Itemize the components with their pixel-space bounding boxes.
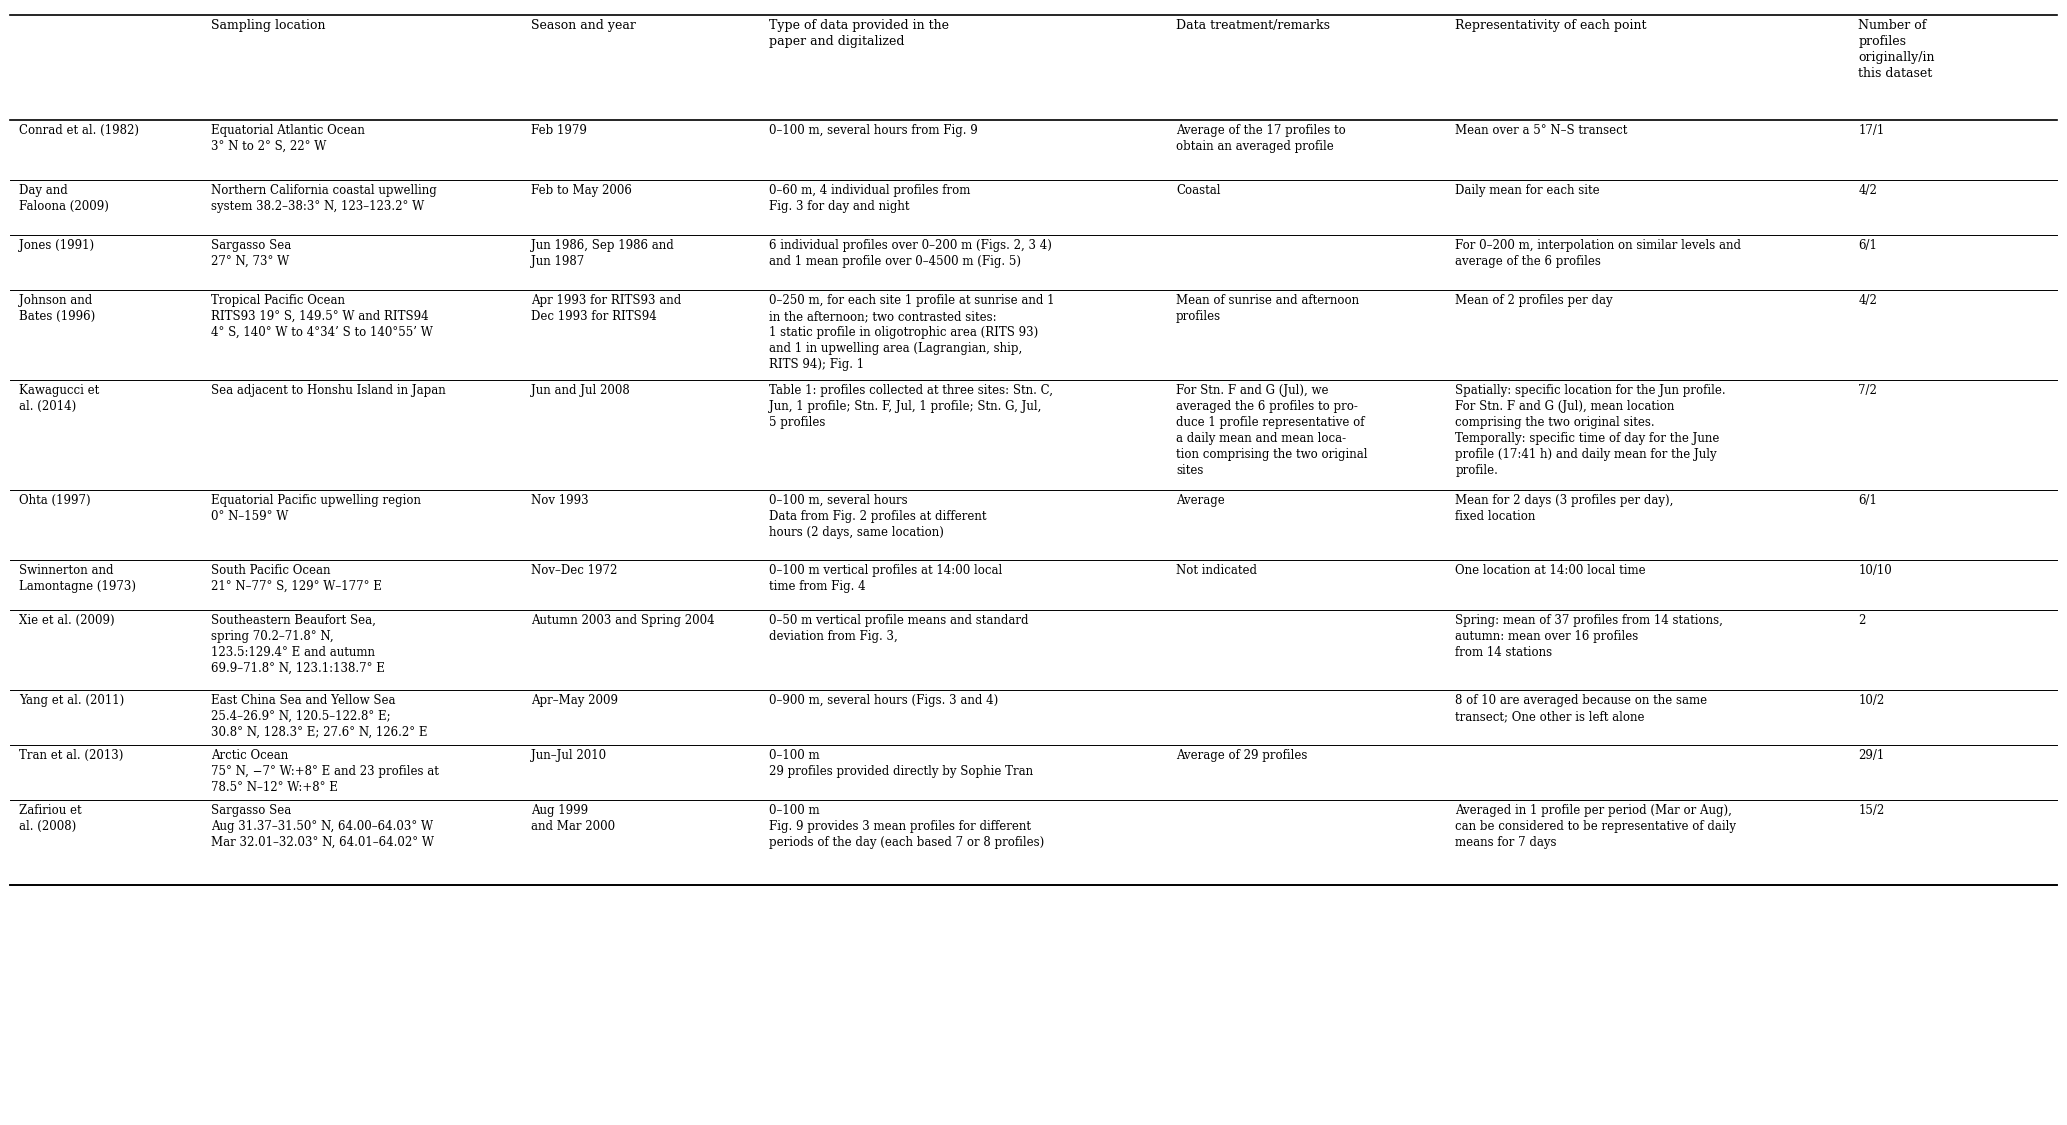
Text: 10/2: 10/2 bbox=[1858, 694, 1885, 706]
Text: Day and
Faloona (2009): Day and Faloona (2009) bbox=[19, 184, 107, 213]
Text: Yang et al. (2011): Yang et al. (2011) bbox=[19, 694, 124, 706]
Text: Number of
profiles
originally/in
this dataset: Number of profiles originally/in this da… bbox=[1858, 19, 1935, 80]
Text: 0–100 m
Fig. 9 provides 3 mean profiles for different
periods of the day (each b: 0–100 m Fig. 9 provides 3 mean profiles … bbox=[769, 804, 1044, 849]
Text: Apr–May 2009: Apr–May 2009 bbox=[531, 694, 618, 706]
Text: For 0–200 m, interpolation on similar levels and
average of the 6 profiles: For 0–200 m, interpolation on similar le… bbox=[1455, 238, 1740, 268]
Text: Data treatment/remarks: Data treatment/remarks bbox=[1176, 19, 1331, 32]
Text: 0–100 m, several hours from Fig. 9: 0–100 m, several hours from Fig. 9 bbox=[769, 124, 978, 137]
Text: Conrad et al. (1982): Conrad et al. (1982) bbox=[19, 124, 138, 137]
Text: Mean of 2 profiles per day: Mean of 2 profiles per day bbox=[1455, 294, 1612, 307]
Text: Zafiriou et
al. (2008): Zafiriou et al. (2008) bbox=[19, 804, 81, 832]
Text: 29/1: 29/1 bbox=[1858, 749, 1885, 762]
Text: South Pacific Ocean
21° N–77° S, 129° W–177° E: South Pacific Ocean 21° N–77° S, 129° W–… bbox=[211, 564, 382, 593]
Text: 6/1: 6/1 bbox=[1858, 238, 1877, 252]
Text: Ohta (1997): Ohta (1997) bbox=[19, 494, 91, 507]
Text: 0–100 m
29 profiles provided directly by Sophie Tran: 0–100 m 29 profiles provided directly by… bbox=[769, 749, 1034, 778]
Text: Average: Average bbox=[1176, 494, 1226, 507]
Text: Daily mean for each site: Daily mean for each site bbox=[1455, 184, 1600, 197]
Text: Averaged in 1 profile per period (Mar or Aug),
can be considered to be represent: Averaged in 1 profile per period (Mar or… bbox=[1455, 804, 1736, 849]
Text: Nov–Dec 1972: Nov–Dec 1972 bbox=[531, 564, 618, 577]
Text: 15/2: 15/2 bbox=[1858, 804, 1885, 817]
Text: Sea adjacent to Honshu Island in Japan: Sea adjacent to Honshu Island in Japan bbox=[211, 384, 446, 397]
Text: Xie et al. (2009): Xie et al. (2009) bbox=[19, 614, 114, 627]
Text: 0–250 m, for each site 1 profile at sunrise and 1
in the afternoon; two contrast: 0–250 m, for each site 1 profile at sunr… bbox=[769, 294, 1054, 371]
Text: Table 1: profiles collected at three sites: Stn. C,
Jun, 1 profile; Stn. F, Jul,: Table 1: profiles collected at three sit… bbox=[769, 384, 1052, 429]
Text: Average of 29 profiles: Average of 29 profiles bbox=[1176, 749, 1308, 762]
Text: Arctic Ocean
75° N, −7° W:+8° E and 23 profiles at
78.5° N–12° W:+8° E: Arctic Ocean 75° N, −7° W:+8° E and 23 p… bbox=[211, 749, 438, 794]
Text: 0–50 m vertical profile means and standard
deviation from Fig. 3,: 0–50 m vertical profile means and standa… bbox=[769, 614, 1029, 643]
Text: Apr 1993 for RITS93 and
Dec 1993 for RITS94: Apr 1993 for RITS93 and Dec 1993 for RIT… bbox=[531, 294, 682, 323]
Text: 2: 2 bbox=[1858, 614, 1867, 627]
Text: Jun–Jul 2010: Jun–Jul 2010 bbox=[531, 749, 606, 762]
Text: 17/1: 17/1 bbox=[1858, 124, 1885, 137]
Text: Representativity of each point: Representativity of each point bbox=[1455, 19, 1647, 32]
Text: Kawagucci et
al. (2014): Kawagucci et al. (2014) bbox=[19, 384, 99, 413]
Text: 4/2: 4/2 bbox=[1858, 294, 1877, 307]
Text: Equatorial Atlantic Ocean
3° N to 2° S, 22° W: Equatorial Atlantic Ocean 3° N to 2° S, … bbox=[211, 124, 364, 153]
Text: Jun and Jul 2008: Jun and Jul 2008 bbox=[531, 384, 630, 397]
Text: Jun 1986, Sep 1986 and
Jun 1987: Jun 1986, Sep 1986 and Jun 1987 bbox=[531, 238, 674, 268]
Text: Coastal: Coastal bbox=[1176, 184, 1222, 197]
Text: Mean over a 5° N–S transect: Mean over a 5° N–S transect bbox=[1455, 124, 1627, 137]
Text: Swinnerton and
Lamontagne (1973): Swinnerton and Lamontagne (1973) bbox=[19, 564, 136, 593]
Text: East China Sea and Yellow Sea
25.4–26.9° N, 120.5–122.8° E;
30.8° N, 128.3° E; 2: East China Sea and Yellow Sea 25.4–26.9°… bbox=[211, 694, 428, 739]
Text: 0–900 m, several hours (Figs. 3 and 4): 0–900 m, several hours (Figs. 3 and 4) bbox=[769, 694, 998, 706]
Text: Mean for 2 days (3 profiles per day),
fixed location: Mean for 2 days (3 profiles per day), fi… bbox=[1455, 494, 1674, 523]
Text: Type of data provided in the
paper and digitalized: Type of data provided in the paper and d… bbox=[769, 19, 949, 48]
Text: 8 of 10 are averaged because on the same
transect; One other is left alone: 8 of 10 are averaged because on the same… bbox=[1455, 694, 1707, 723]
Text: Aug 1999
and Mar 2000: Aug 1999 and Mar 2000 bbox=[531, 804, 616, 832]
Text: Sampling location: Sampling location bbox=[211, 19, 325, 32]
Text: For Stn. F and G (Jul), we
averaged the 6 profiles to pro-
duce 1 profile repres: For Stn. F and G (Jul), we averaged the … bbox=[1176, 384, 1368, 477]
Text: Johnson and
Bates (1996): Johnson and Bates (1996) bbox=[19, 294, 95, 323]
Text: 0–100 m vertical profiles at 14:00 local
time from Fig. 4: 0–100 m vertical profiles at 14:00 local… bbox=[769, 564, 1002, 593]
Text: Spring: mean of 37 profiles from 14 stations,
autumn: mean over 16 profiles
from: Spring: mean of 37 profiles from 14 stat… bbox=[1455, 614, 1724, 659]
Text: Spatially: specific location for the Jun profile.
For Stn. F and G (Jul), mean l: Spatially: specific location for the Jun… bbox=[1455, 384, 1726, 477]
Text: Feb 1979: Feb 1979 bbox=[531, 124, 587, 137]
Text: 0–100 m, several hours
Data from Fig. 2 profiles at different
hours (2 days, sam: 0–100 m, several hours Data from Fig. 2 … bbox=[769, 494, 986, 539]
Text: 4/2: 4/2 bbox=[1858, 184, 1877, 197]
Text: 10/10: 10/10 bbox=[1858, 564, 1891, 577]
Text: Not indicated: Not indicated bbox=[1176, 564, 1257, 577]
Text: Autumn 2003 and Spring 2004: Autumn 2003 and Spring 2004 bbox=[531, 614, 715, 627]
Text: Feb to May 2006: Feb to May 2006 bbox=[531, 184, 633, 197]
Text: Tropical Pacific Ocean
RITS93 19° S, 149.5° W and RITS94
4° S, 140° W to 4°34’ S: Tropical Pacific Ocean RITS93 19° S, 149… bbox=[211, 294, 432, 339]
Text: 0–60 m, 4 individual profiles from
Fig. 3 for day and night: 0–60 m, 4 individual profiles from Fig. … bbox=[769, 184, 969, 213]
Text: Average of the 17 profiles to
obtain an averaged profile: Average of the 17 profiles to obtain an … bbox=[1176, 124, 1346, 153]
Text: Sargasso Sea
Aug 31.37–31.50° N, 64.00–64.03° W
Mar 32.01–32.03° N, 64.01–64.02°: Sargasso Sea Aug 31.37–31.50° N, 64.00–6… bbox=[211, 804, 434, 849]
Text: 7/2: 7/2 bbox=[1858, 384, 1877, 397]
Text: Season and year: Season and year bbox=[531, 19, 637, 32]
Text: One location at 14:00 local time: One location at 14:00 local time bbox=[1455, 564, 1645, 577]
Text: Tran et al. (2013): Tran et al. (2013) bbox=[19, 749, 122, 762]
Text: Northern California coastal upwelling
system 38.2–38:3° N, 123–123.2° W: Northern California coastal upwelling sy… bbox=[211, 184, 436, 213]
Text: Southeastern Beaufort Sea,
spring 70.2–71.8° N,
123.5:129.4° E and autumn
69.9–7: Southeastern Beaufort Sea, spring 70.2–7… bbox=[211, 614, 384, 675]
Text: 6/1: 6/1 bbox=[1858, 494, 1877, 507]
Text: Jones (1991): Jones (1991) bbox=[19, 238, 93, 252]
Text: Mean of sunrise and afternoon
profiles: Mean of sunrise and afternoon profiles bbox=[1176, 294, 1360, 323]
Text: 6 individual profiles over 0–200 m (Figs. 2, 3 4)
and 1 mean profile over 0–4500: 6 individual profiles over 0–200 m (Figs… bbox=[769, 238, 1052, 268]
Text: Equatorial Pacific upwelling region
0° N–159° W: Equatorial Pacific upwelling region 0° N… bbox=[211, 494, 422, 523]
Text: Nov 1993: Nov 1993 bbox=[531, 494, 589, 507]
Text: Sargasso Sea
27° N, 73° W: Sargasso Sea 27° N, 73° W bbox=[211, 238, 291, 268]
